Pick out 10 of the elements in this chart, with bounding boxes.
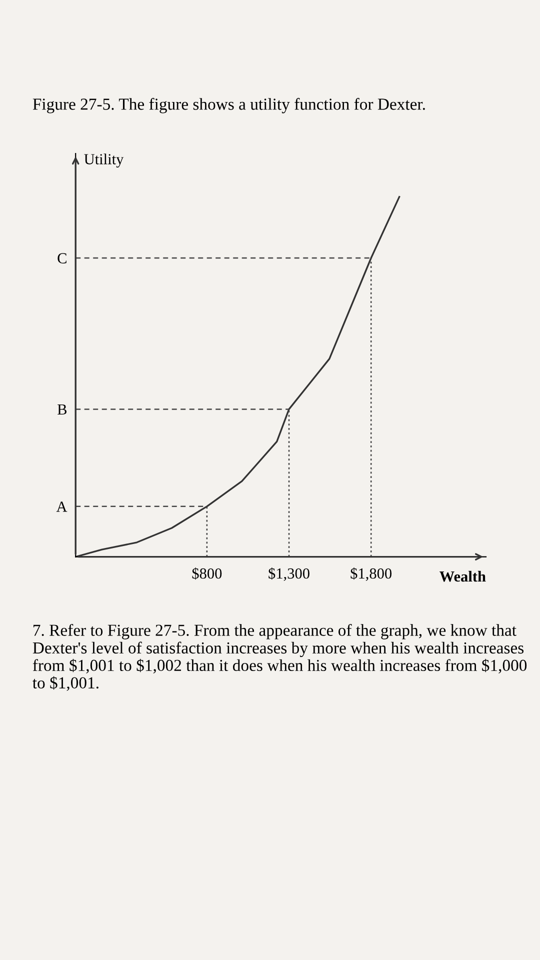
ref-line-label: C (58, 253, 66, 264)
y-axis-title: Utility (84, 154, 124, 168)
x-tick-label: $1,800 (350, 567, 392, 581)
x-axis-title: Wealth (440, 570, 486, 582)
text: 7. Refer to Figure 27-5. From the appearance of the graph, we know that Dexter's level of satisfaction increases by more when his wealth increases from $1,001 to $1,002 than it does when his wealth increases from $1,000 to $1,001. (32, 624, 527, 691)
ref-line-label: B (58, 404, 67, 415)
x-tick-label: $1,300 (268, 567, 310, 581)
x-tick-label: $800 (192, 567, 222, 580)
ref-line-label: A (56, 502, 68, 512)
chart-title: Figure 27-5. The figure shows a utility function for Dexter. (32, 98, 425, 114)
